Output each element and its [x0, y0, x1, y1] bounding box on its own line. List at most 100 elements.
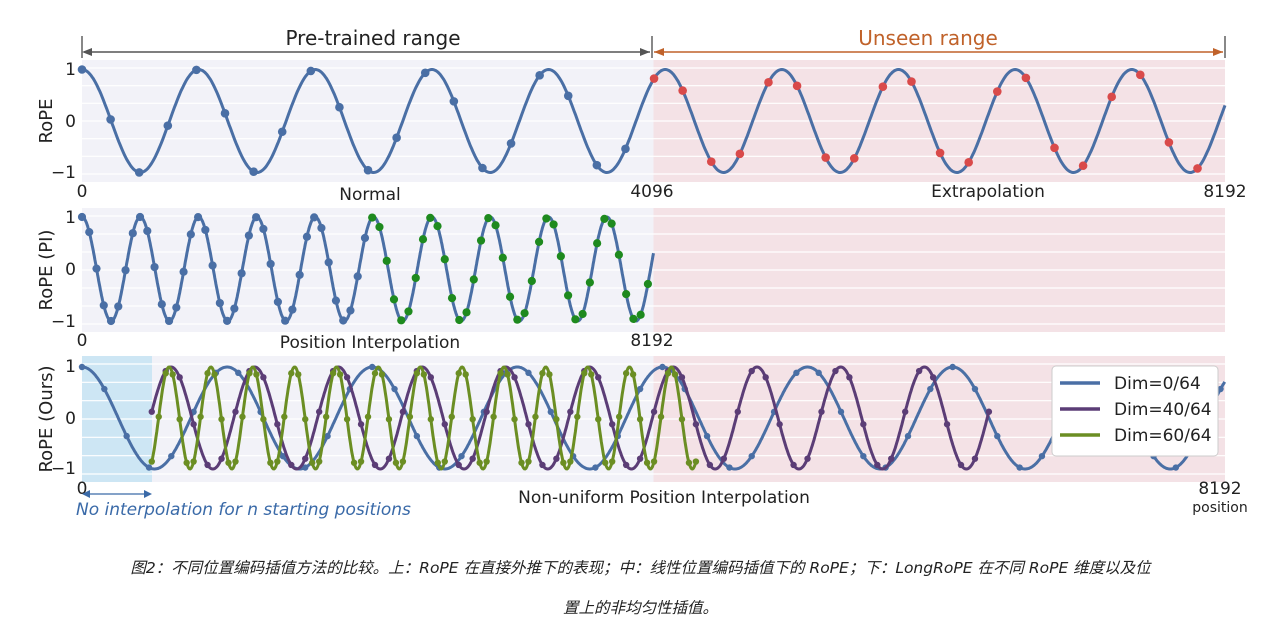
- series-point: [622, 461, 630, 469]
- series-point: [592, 464, 599, 471]
- extrapolated-point: [1078, 161, 1088, 171]
- series-point: [532, 413, 539, 420]
- series-point: [915, 367, 923, 375]
- series-point: [726, 464, 733, 471]
- original-point: [237, 269, 246, 278]
- original-point: [281, 316, 290, 325]
- series-point: [483, 458, 490, 465]
- trained-point: [621, 144, 630, 154]
- series-point: [145, 464, 153, 471]
- legend-label: Dim=40/64: [1114, 400, 1212, 420]
- extrapolated-point: [935, 148, 945, 158]
- series-point: [943, 421, 951, 428]
- legend-label: Dim=60/64: [1114, 426, 1212, 446]
- trained-point: [192, 65, 201, 75]
- interpolated-point: [585, 278, 594, 287]
- series-point: [636, 416, 644, 423]
- series-point: [281, 413, 288, 420]
- trained-point: [506, 139, 516, 148]
- series-point: [260, 416, 267, 423]
- extrapolated-point: [1164, 138, 1174, 147]
- x-axis-position-label: position: [1192, 500, 1247, 516]
- series-point: [162, 370, 169, 377]
- original-point: [346, 306, 355, 315]
- series-point: [1217, 385, 1224, 393]
- series-point: [357, 458, 365, 465]
- series-point: [643, 459, 651, 466]
- series-point: [295, 371, 302, 378]
- series-point: [525, 369, 532, 377]
- series-point: [225, 459, 232, 466]
- extrapolated-point: [1193, 164, 1202, 173]
- series-point: [511, 374, 518, 381]
- original-point: [172, 303, 181, 312]
- original-point: [114, 302, 123, 311]
- original-point: [135, 212, 145, 222]
- interpolated-point: [556, 252, 565, 261]
- series-point: [560, 459, 567, 466]
- series-point: [706, 461, 714, 469]
- series-point: [815, 369, 822, 377]
- series-point: [490, 413, 497, 420]
- series-point: [350, 459, 358, 466]
- interpolated-point: [513, 315, 522, 324]
- y-tick-label: 0: [65, 409, 76, 429]
- series-point: [1038, 452, 1046, 460]
- series-point: [168, 452, 175, 460]
- series-point: [483, 408, 490, 415]
- series-point: [123, 432, 130, 440]
- interpolated-point: [382, 256, 391, 265]
- series-point: [197, 413, 204, 420]
- series-point: [406, 413, 414, 420]
- series-point: [692, 458, 700, 465]
- interpolated-point: [447, 293, 457, 303]
- series-point: [971, 455, 979, 462]
- series-point: [957, 461, 965, 469]
- series-point: [441, 421, 448, 428]
- series-point: [609, 458, 616, 465]
- series-point: [1172, 464, 1180, 471]
- interpolated-point: [622, 289, 631, 299]
- series-point: [832, 367, 839, 375]
- extrapolated-point: [907, 77, 916, 86]
- series-point: [392, 459, 400, 466]
- series-point: [671, 371, 679, 378]
- series-point: [703, 432, 711, 440]
- interpolated-point: [433, 222, 442, 231]
- series-point: [567, 408, 574, 415]
- interpolated-point: [491, 221, 500, 230]
- original-point: [353, 272, 362, 281]
- trained-point: [220, 108, 230, 118]
- trained-point: [277, 127, 287, 137]
- series-point: [994, 432, 1001, 440]
- series-point: [78, 363, 86, 371]
- interpolated-point: [368, 213, 377, 222]
- y-tick-label: 0: [65, 112, 76, 132]
- series-point: [504, 371, 511, 378]
- interpolated-point: [527, 276, 536, 286]
- extrapolated-point: [849, 154, 859, 163]
- series-point: [636, 385, 644, 393]
- interpolated-point: [462, 308, 471, 317]
- interpolated-point: [600, 214, 609, 223]
- series-point: [239, 413, 246, 420]
- interpolated-point: [418, 235, 428, 244]
- interpolated-point: [520, 309, 529, 318]
- series-point: [748, 367, 755, 375]
- original-point: [273, 297, 282, 306]
- series-point: [211, 371, 218, 378]
- series-point: [525, 421, 532, 428]
- annotation-extrapolation: Extrapolation: [931, 182, 1045, 202]
- y-axis-label: RoPE (Ours): [36, 365, 57, 472]
- series-point: [776, 421, 783, 428]
- series-point: [678, 416, 686, 423]
- original-point: [150, 262, 159, 272]
- series-point: [315, 458, 323, 465]
- interpolated-point: [404, 307, 413, 316]
- original-point: [106, 316, 116, 326]
- series-point: [602, 459, 609, 466]
- original-point: [157, 300, 166, 309]
- series-point: [818, 408, 825, 415]
- extrapolated-point: [1050, 143, 1059, 153]
